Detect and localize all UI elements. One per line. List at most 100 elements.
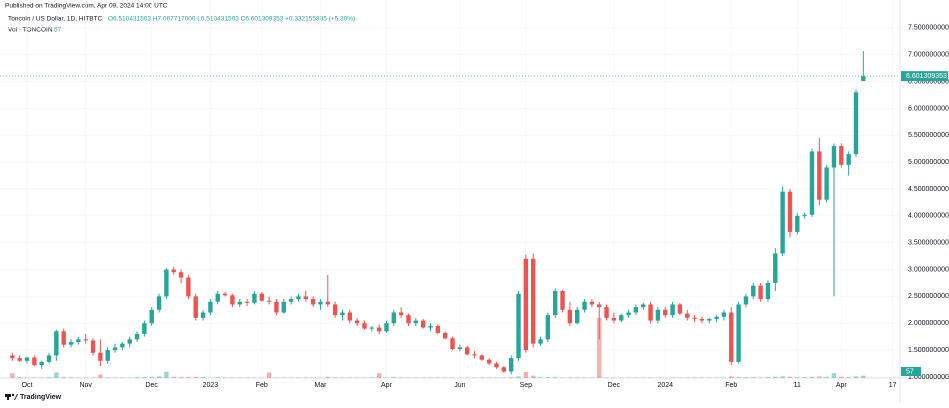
volume-bar <box>736 377 740 378</box>
candle-body <box>348 312 352 320</box>
volume-bar <box>810 377 814 378</box>
y-tick-label: 7.500000000 <box>908 25 949 32</box>
candle-body <box>128 339 132 343</box>
volume-bar <box>326 377 330 378</box>
candle-body <box>289 299 293 302</box>
candle-body <box>832 146 836 167</box>
candle-body <box>817 151 821 199</box>
volume-bar <box>61 377 65 378</box>
volume-bar <box>47 377 51 378</box>
volume-bar <box>150 377 154 378</box>
candle-body <box>839 146 843 165</box>
candle-body <box>758 286 762 299</box>
x-tick-label: 2024 <box>657 382 673 389</box>
y-tick-label: 5.500000000 <box>908 132 949 139</box>
candle-body <box>692 318 696 319</box>
candle-body <box>186 278 190 297</box>
x-tick-label: Sep <box>520 382 533 389</box>
candle-body <box>355 321 359 324</box>
candle-body <box>421 321 425 328</box>
candle-body <box>480 355 484 359</box>
candle-body <box>164 270 168 297</box>
candle-body <box>428 326 432 328</box>
candle-body <box>120 344 124 348</box>
candle-body <box>194 296 198 317</box>
candle-body <box>201 312 205 317</box>
x-tick-label: 11 <box>794 382 801 389</box>
volume-bar <box>164 372 168 378</box>
volume-bar <box>846 377 850 378</box>
candle-body <box>414 321 418 324</box>
candle-body <box>91 340 95 352</box>
candle-body <box>76 339 80 342</box>
candle-body <box>106 350 110 361</box>
y-tick-label: 2.000000000 <box>908 320 949 327</box>
candle-body <box>678 304 682 313</box>
candle-body <box>656 310 660 321</box>
volume-bar <box>751 377 755 378</box>
candle-body <box>780 192 784 254</box>
volume-bar <box>106 377 110 378</box>
candle-body <box>436 326 440 333</box>
candle-body <box>450 338 454 349</box>
candle-body <box>333 304 337 315</box>
candle-body <box>318 302 322 305</box>
candle-body <box>560 291 564 310</box>
volume-bar <box>17 377 21 378</box>
logo: TradingView <box>20 394 62 401</box>
candle-body <box>179 272 183 277</box>
volume-bar <box>832 373 836 378</box>
volume-bar <box>802 377 806 378</box>
candle-body <box>296 296 300 299</box>
volume-bar <box>729 376 733 378</box>
candle-body <box>604 307 608 318</box>
candle-body <box>267 301 271 302</box>
candle-body <box>113 347 117 350</box>
candle-body <box>245 302 249 303</box>
candle-body <box>729 312 733 361</box>
volume-bar <box>172 377 176 378</box>
y-tick-label: 7.000000000 <box>908 52 949 59</box>
candle-body <box>54 331 58 355</box>
candle-body <box>582 302 586 310</box>
candle-body <box>377 328 381 332</box>
volume-bar <box>142 377 146 378</box>
candle-body <box>736 304 740 361</box>
y-tick-label: 6.000000000 <box>908 105 949 112</box>
candle-body <box>384 323 388 331</box>
volume-bar <box>795 377 799 378</box>
volume-bar <box>98 374 102 378</box>
candle-body <box>326 302 330 305</box>
candle-body <box>700 319 704 321</box>
volume-bar <box>546 377 550 378</box>
candle-body <box>590 302 594 305</box>
candle-body <box>597 304 601 307</box>
candle-body <box>17 358 21 361</box>
candle-body <box>25 358 29 361</box>
candle-body <box>670 304 674 315</box>
volume-bar <box>516 376 520 378</box>
y-tick-label: 3.000000000 <box>908 266 949 273</box>
candle-body <box>685 314 689 318</box>
volume-bar <box>531 376 535 378</box>
ohlc: O6.510431503 H7.067717000 L6.510431503 C… <box>108 16 355 23</box>
x-tick-label: Apr <box>836 382 848 389</box>
candle-body <box>487 360 491 364</box>
candle-body <box>619 315 623 320</box>
candle-body <box>546 315 550 339</box>
volume-bar <box>194 377 198 378</box>
volume-bar <box>157 376 161 378</box>
x-tick-label: Oct <box>22 382 33 389</box>
volume-bar <box>553 377 557 378</box>
candle-body <box>802 215 806 216</box>
candle-body <box>47 355 51 361</box>
candle-body <box>230 295 234 304</box>
candle-body <box>340 312 344 315</box>
candle-body <box>238 302 242 305</box>
candle-body <box>465 347 469 354</box>
candle-body <box>69 342 73 345</box>
candle-body <box>612 318 616 321</box>
candle-body <box>810 151 814 214</box>
volume-bar <box>854 376 858 378</box>
x-tick-label: Feb <box>256 382 268 389</box>
